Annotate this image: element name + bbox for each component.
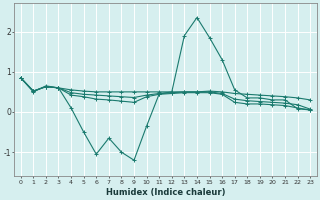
X-axis label: Humidex (Indice chaleur): Humidex (Indice chaleur): [106, 188, 225, 197]
